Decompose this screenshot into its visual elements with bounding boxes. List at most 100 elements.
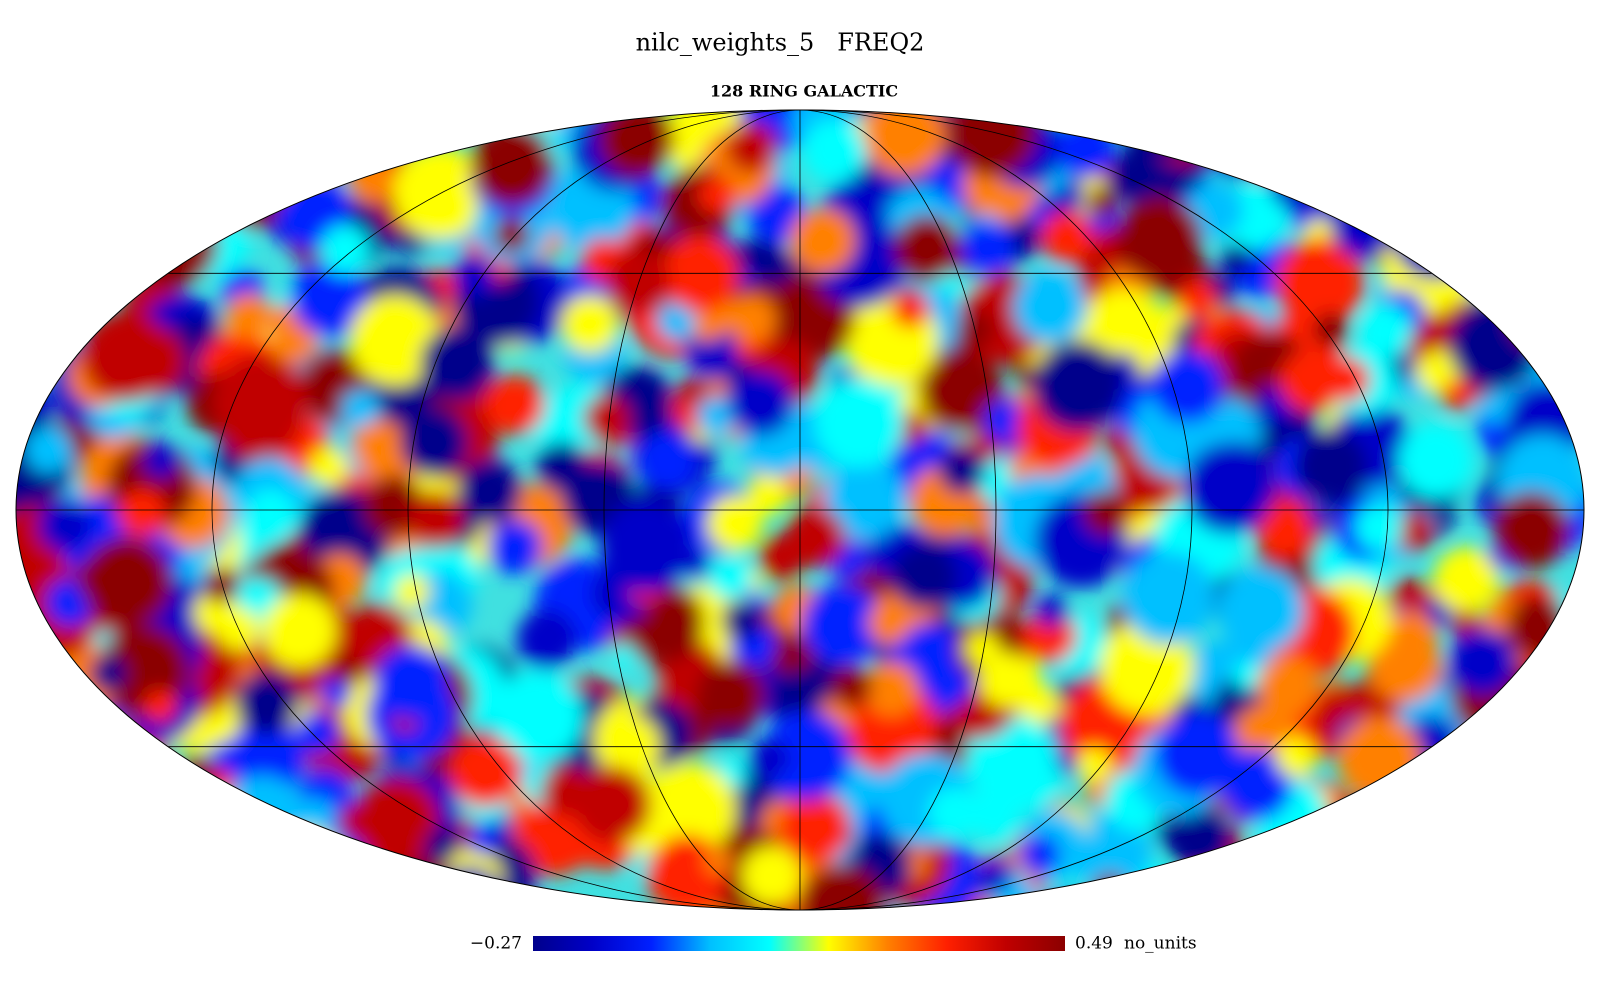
sky-blob xyxy=(1521,837,1584,910)
sky-blob xyxy=(219,775,306,862)
sky-blob xyxy=(321,678,352,709)
sky-blob xyxy=(393,145,488,240)
sky-blob xyxy=(1183,442,1276,534)
sky-blob xyxy=(891,290,930,329)
sky-blob xyxy=(1387,113,1475,200)
sky-blob xyxy=(144,848,176,880)
sky-blob xyxy=(174,833,238,897)
sky-blob xyxy=(1509,705,1584,783)
sky-blob xyxy=(600,499,694,594)
sky-blob xyxy=(1340,808,1414,883)
sky-blob xyxy=(93,175,169,251)
sky-blob xyxy=(1511,278,1545,313)
sky-blob xyxy=(1150,349,1225,424)
sky-blob xyxy=(235,671,299,736)
sky-blob xyxy=(1423,152,1483,212)
sky-blob xyxy=(1035,593,1069,628)
sky-blob xyxy=(166,764,240,838)
sky-blob xyxy=(1492,491,1570,569)
sky-blob xyxy=(265,829,348,910)
sky-blob xyxy=(971,715,1057,801)
sky-blob xyxy=(81,117,160,196)
sky-blob xyxy=(1454,846,1496,888)
sky-blob xyxy=(26,305,74,353)
sky-blob xyxy=(746,184,806,243)
sky-blob xyxy=(1502,675,1584,756)
sky-blob xyxy=(560,295,619,353)
sky-blob xyxy=(1330,190,1398,258)
sky-blob xyxy=(1433,546,1500,613)
sky-blob xyxy=(239,849,293,904)
sky-blob xyxy=(389,858,450,910)
sky-blob xyxy=(761,710,852,801)
sky-blob xyxy=(179,754,216,791)
sky-blob xyxy=(425,826,461,863)
sky-blob xyxy=(573,765,651,844)
sky-blob xyxy=(117,489,166,538)
sky-blob xyxy=(57,713,94,751)
sky-blob xyxy=(198,794,239,836)
sky-blob xyxy=(891,543,957,610)
sky-blob xyxy=(320,225,370,275)
sky-blob xyxy=(1342,789,1437,884)
sky-blob xyxy=(801,583,883,666)
sky-blob xyxy=(747,474,788,516)
sky-blob xyxy=(596,713,661,778)
sky-blob xyxy=(28,756,85,813)
sky-blob xyxy=(1391,190,1482,280)
sky-blob xyxy=(698,176,736,214)
sky-blob xyxy=(113,178,170,236)
sky-blob xyxy=(1176,110,1260,163)
sky-blob xyxy=(1467,718,1501,751)
sky-blob xyxy=(1337,716,1422,801)
sky-blob xyxy=(863,661,919,717)
sky-blob xyxy=(1387,782,1420,814)
sky-blob xyxy=(262,110,355,182)
sky-blob xyxy=(1478,835,1553,910)
sky-blob xyxy=(1312,312,1349,348)
sky-blob xyxy=(1355,503,1403,552)
sky-blob xyxy=(73,115,139,181)
sky-blob xyxy=(967,786,1021,840)
sky-blob xyxy=(1092,873,1128,909)
sky-blob xyxy=(449,736,521,808)
sky-blob xyxy=(84,772,181,868)
sky-blob xyxy=(749,738,790,779)
sky-blob xyxy=(1480,110,1549,149)
sky-blob xyxy=(202,567,240,604)
sky-blob xyxy=(320,110,414,179)
sky-blob xyxy=(452,254,496,298)
sky-blob xyxy=(16,110,85,191)
sky-blob xyxy=(1499,201,1536,238)
sky-blob xyxy=(93,799,123,828)
sky-blob xyxy=(1032,340,1124,432)
sky-blob xyxy=(662,235,740,313)
sky-blob xyxy=(1279,349,1343,413)
sky-blob xyxy=(802,119,867,183)
sky-blob xyxy=(978,652,1034,708)
sky-blob xyxy=(1048,893,1082,910)
sky-blob xyxy=(1395,143,1459,208)
sky-blob xyxy=(1476,125,1564,213)
sky-blob xyxy=(297,797,334,835)
sky-blob xyxy=(1216,110,1311,179)
sky-blob xyxy=(1013,270,1088,345)
sky-blob xyxy=(286,120,332,167)
sky-blob xyxy=(487,519,543,575)
sky-blob xyxy=(868,601,911,644)
sky-blob xyxy=(1415,749,1479,814)
sky-blob xyxy=(144,190,198,244)
sky-blob xyxy=(1392,511,1434,553)
sky-blob xyxy=(86,110,130,135)
sky-blob xyxy=(212,354,309,451)
sky-blob xyxy=(1076,747,1112,783)
sky-blob xyxy=(352,778,440,865)
sky-blob xyxy=(25,426,72,474)
sky-blob xyxy=(1398,423,1474,499)
sky-blob xyxy=(493,216,530,254)
sky-blob xyxy=(1490,175,1559,244)
sky-blob xyxy=(1232,660,1262,690)
sky-blob xyxy=(1293,429,1368,504)
sky-blob xyxy=(1204,116,1241,153)
